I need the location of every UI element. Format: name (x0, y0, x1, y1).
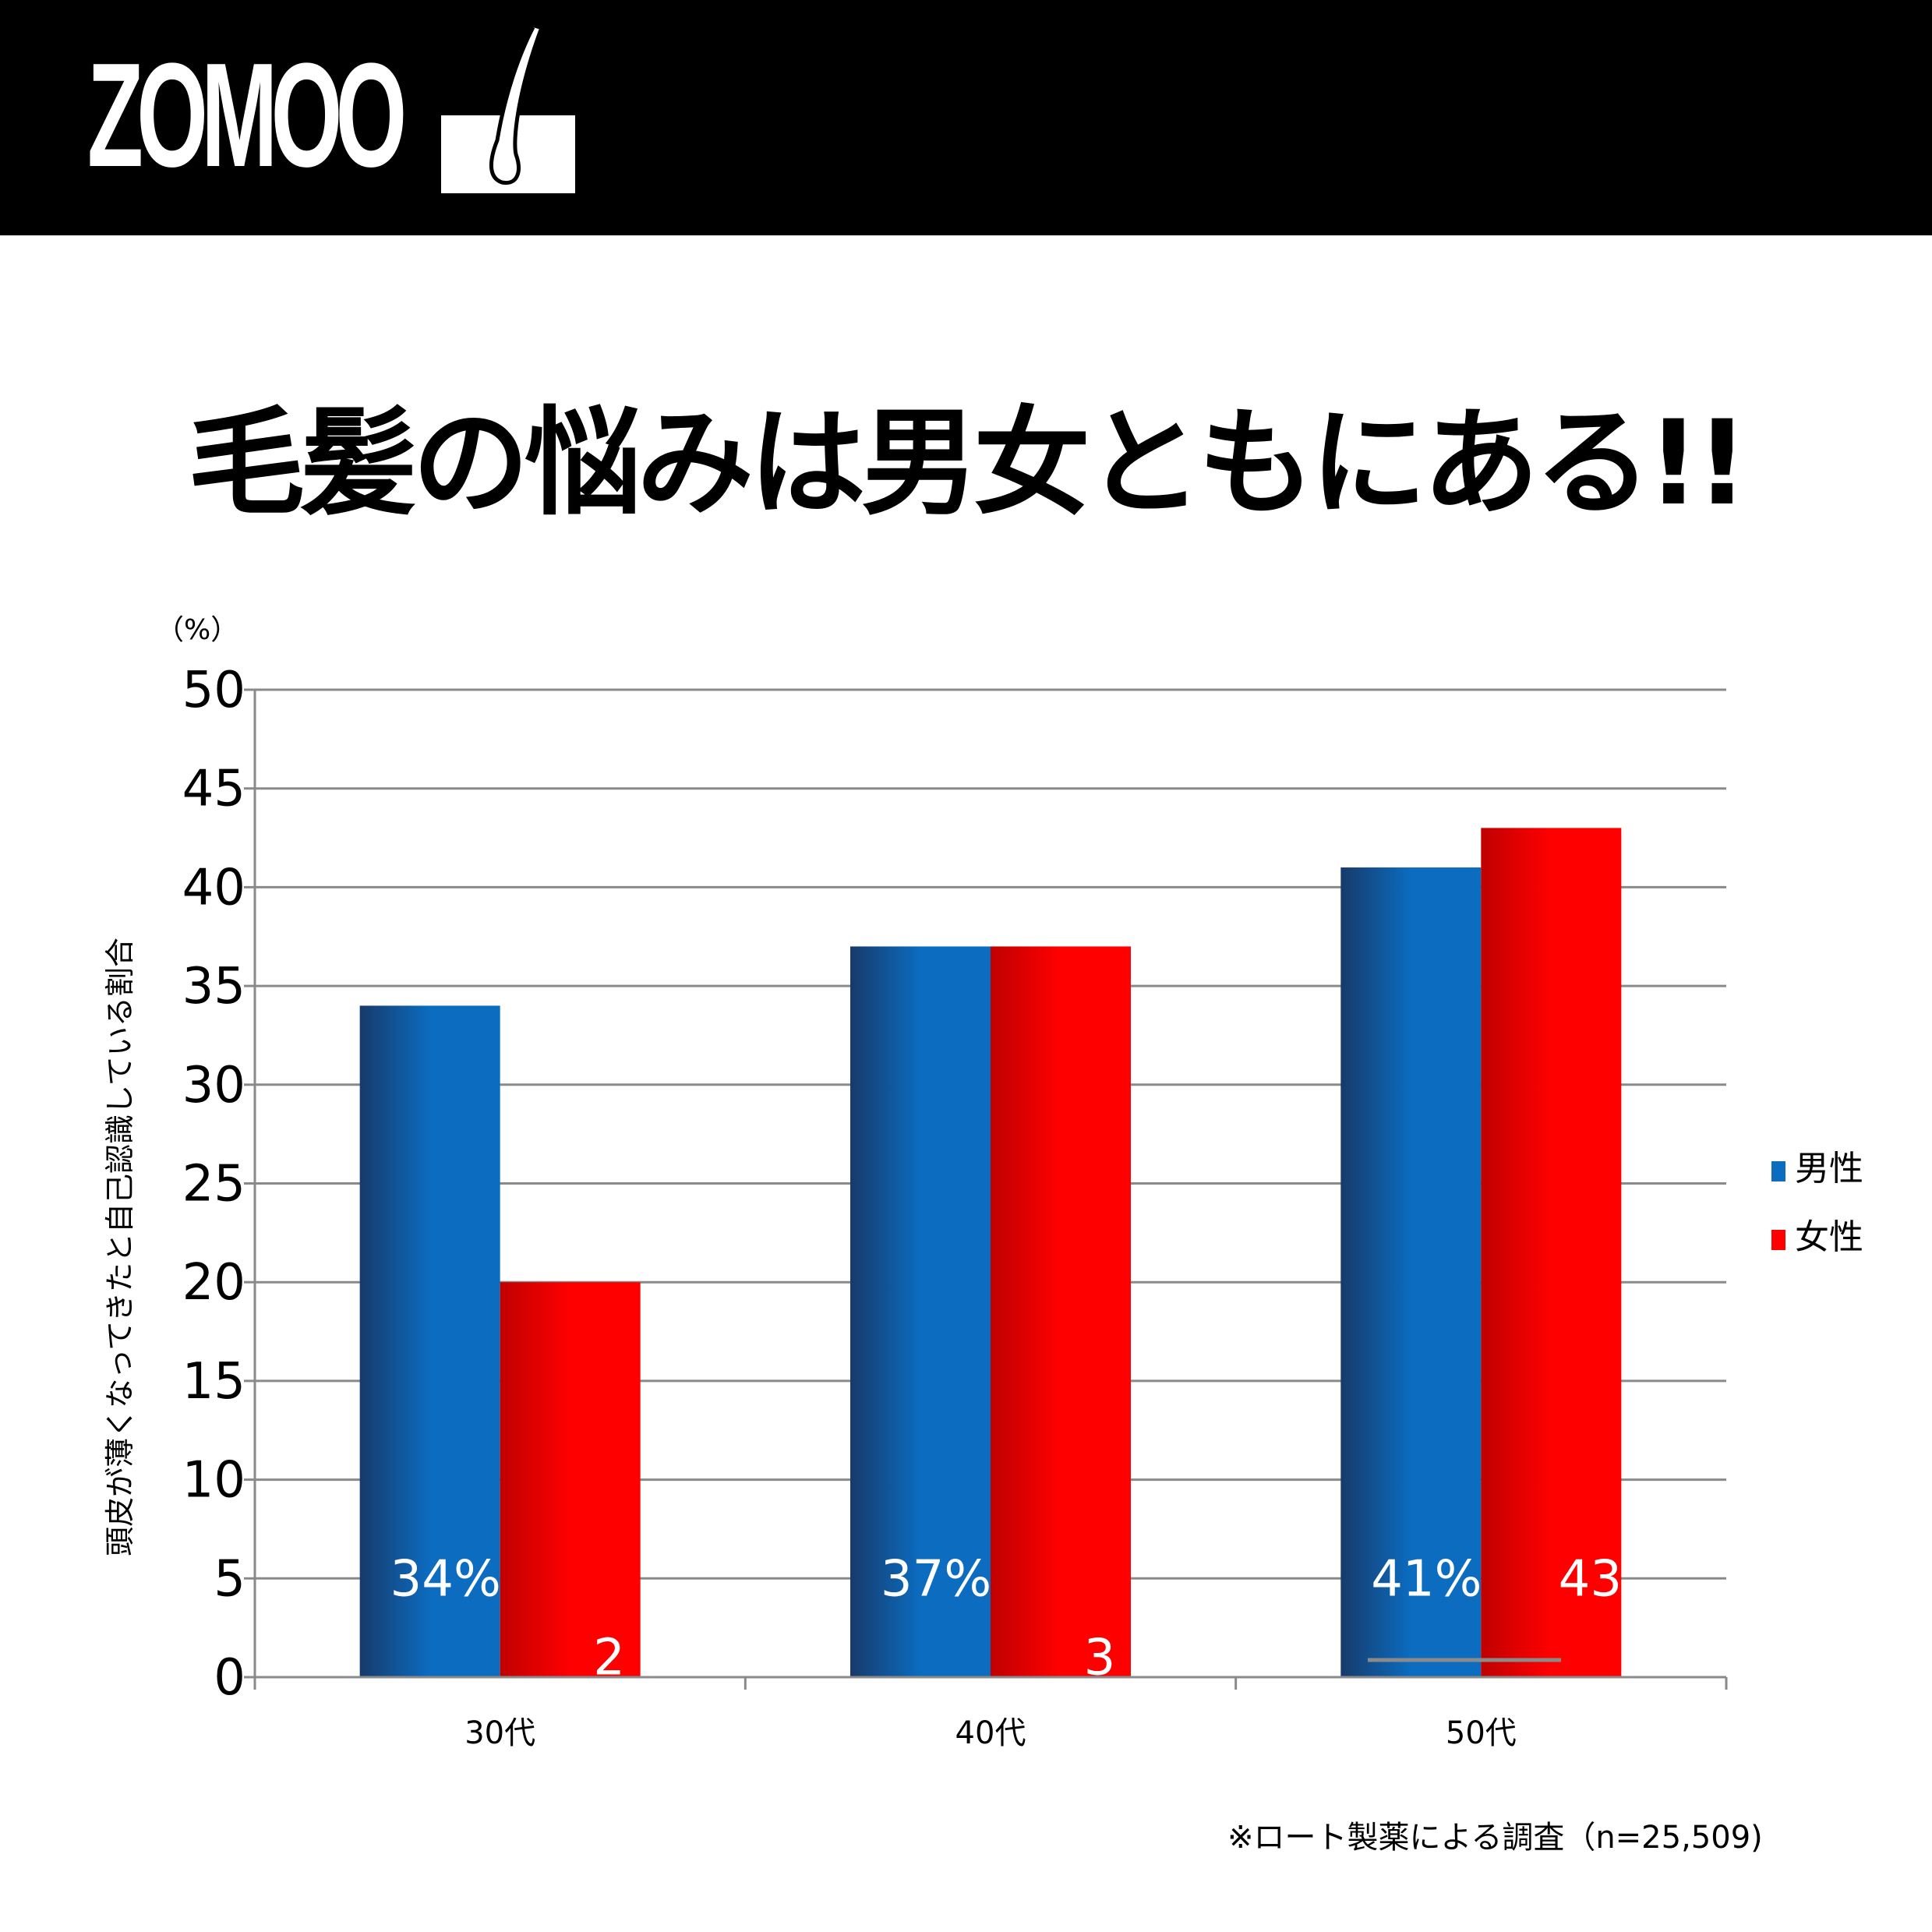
x-category-label: 30代 (464, 1715, 535, 1751)
x-category-label: 50代 (1446, 1715, 1517, 1751)
bar-male (359, 1005, 500, 1677)
data-label: 2 (593, 1630, 625, 1687)
bar-male (850, 946, 991, 1677)
y-tick-label: 50 (182, 662, 245, 719)
y-tick-label: 45 (182, 761, 245, 818)
y-unit-label: （%） (156, 614, 238, 646)
data-label: 37% (881, 1550, 991, 1608)
y-tick-label: 40 (182, 859, 245, 917)
data-label: 43 (1559, 1550, 1622, 1608)
bar-female (500, 1282, 641, 1677)
page-headline: 毛髪の悩みは男女ともにある!! (188, 396, 1749, 532)
legend-swatch-male (1771, 1161, 1785, 1181)
header-bar: ZOMOO (0, 0, 1932, 235)
y-tick-label: 10 (182, 1452, 245, 1510)
hair-strand-icon (441, 26, 575, 193)
data-label: 34% (390, 1550, 501, 1608)
x-category-label: 40代 (955, 1715, 1026, 1751)
brand-logo-text: ZOMOO (87, 33, 407, 198)
y-tick-label: 30 (182, 1057, 245, 1114)
bar-female (1481, 828, 1622, 1677)
y-tick-label: 0 (214, 1649, 245, 1707)
y-axis-label: 頭皮が薄くなってきたと自己認識している割合 (103, 938, 137, 1556)
data-label: 3 (1084, 1630, 1116, 1687)
bar-male (1340, 867, 1482, 1677)
y-tick-label: 15 (182, 1353, 245, 1411)
y-tick-label: 20 (182, 1254, 245, 1312)
y-tick-label: 5 (214, 1550, 245, 1608)
legend-swatch-female (1771, 1230, 1785, 1250)
bar-female (991, 946, 1131, 1677)
legend-label: 男性 (1795, 1149, 1863, 1189)
y-tick-label: 35 (182, 958, 245, 1015)
data-label: 41% (1371, 1550, 1482, 1608)
legend-label: 女性 (1795, 1217, 1863, 1257)
survey-note: ※ロート製薬による調査（n=25,509) (1227, 1820, 1763, 1856)
y-tick-label: 25 (182, 1156, 245, 1213)
